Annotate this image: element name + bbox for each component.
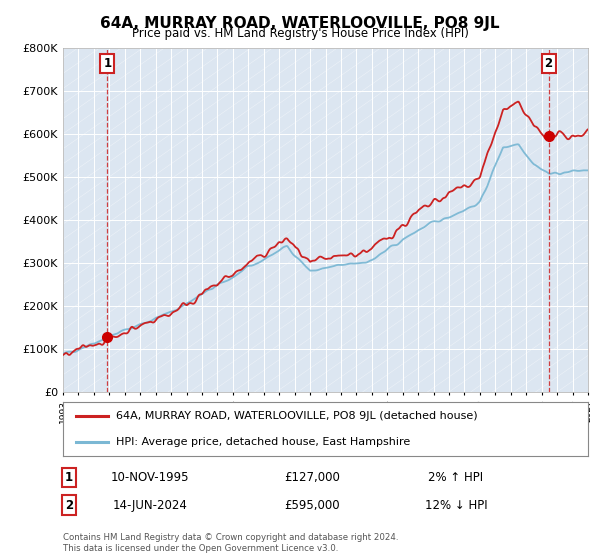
Text: 2% ↑ HPI: 2% ↑ HPI: [428, 471, 484, 484]
Text: Contains HM Land Registry data © Crown copyright and database right 2024.
This d: Contains HM Land Registry data © Crown c…: [63, 533, 398, 553]
Text: 64A, MURRAY ROAD, WATERLOOVILLE, PO8 9JL (detached house): 64A, MURRAY ROAD, WATERLOOVILLE, PO8 9JL…: [115, 412, 477, 421]
Text: 1: 1: [103, 57, 112, 69]
Text: HPI: Average price, detached house, East Hampshire: HPI: Average price, detached house, East…: [115, 437, 410, 446]
Text: 1: 1: [65, 471, 73, 484]
Text: 64A, MURRAY ROAD, WATERLOOVILLE, PO8 9JL: 64A, MURRAY ROAD, WATERLOOVILLE, PO8 9JL: [100, 16, 500, 31]
Text: 2: 2: [65, 498, 73, 512]
Text: 10-NOV-1995: 10-NOV-1995: [111, 471, 189, 484]
Text: £595,000: £595,000: [284, 498, 340, 512]
Text: 2: 2: [545, 57, 553, 69]
Text: 14-JUN-2024: 14-JUN-2024: [113, 498, 187, 512]
Text: Price paid vs. HM Land Registry's House Price Index (HPI): Price paid vs. HM Land Registry's House …: [131, 27, 469, 40]
Text: 12% ↓ HPI: 12% ↓ HPI: [425, 498, 487, 512]
Text: £127,000: £127,000: [284, 471, 340, 484]
